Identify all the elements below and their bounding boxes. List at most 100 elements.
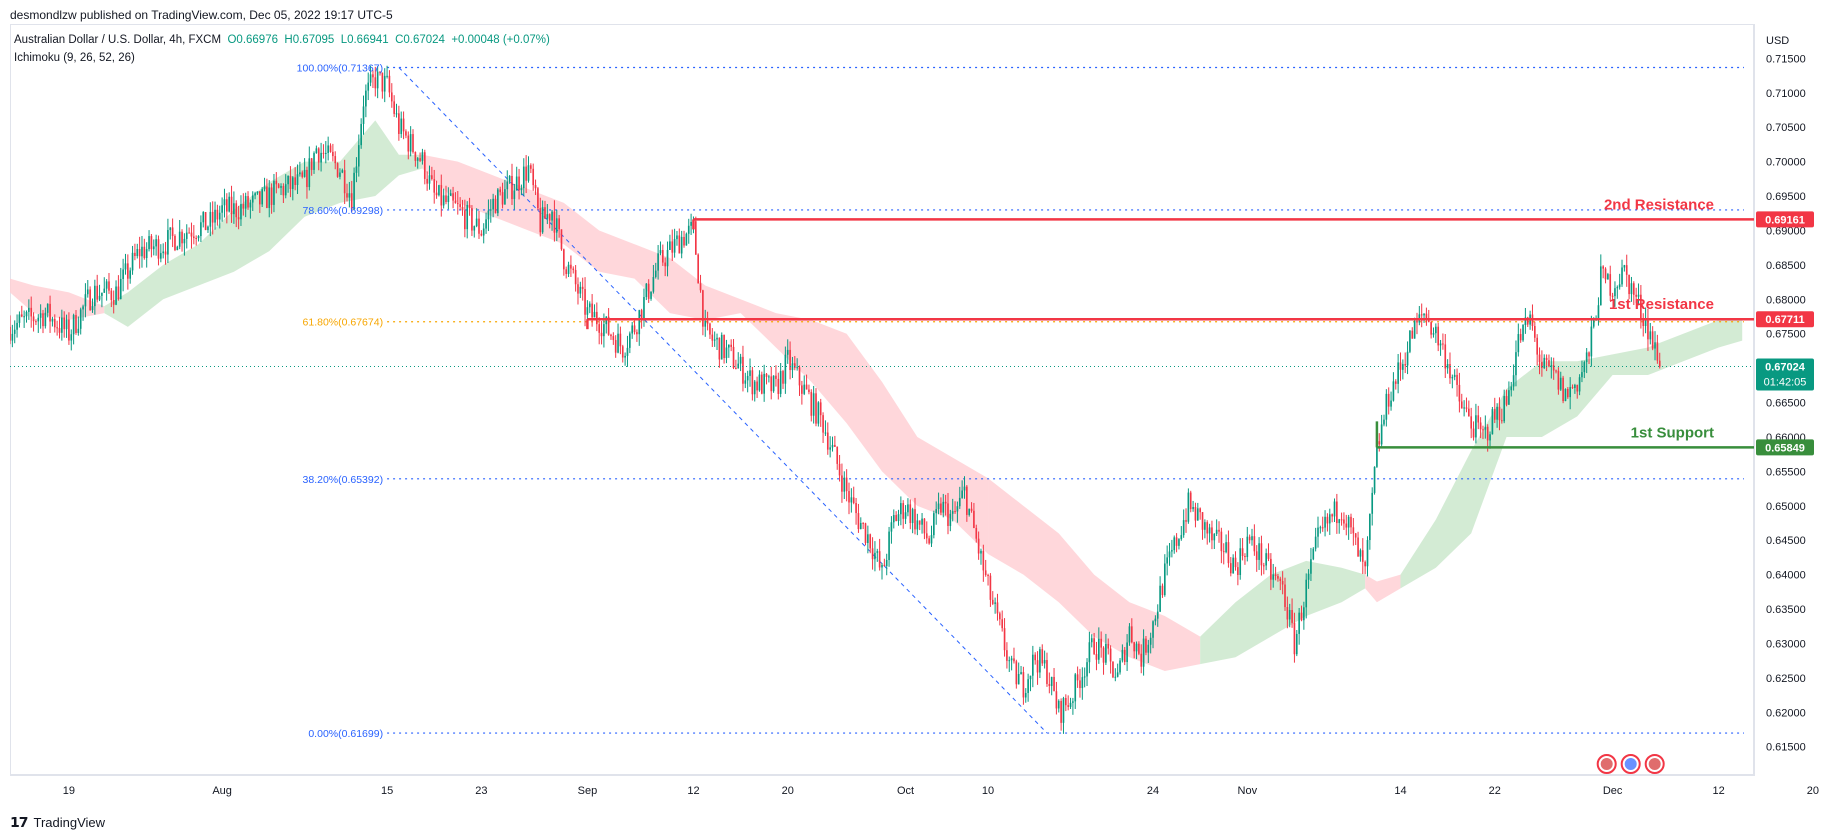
candle-body — [157, 239, 160, 259]
candle-body — [1468, 408, 1470, 417]
candle-body — [94, 285, 96, 307]
candle-body — [617, 333, 619, 353]
candle-body — [1022, 672, 1025, 698]
candle-body — [591, 303, 593, 318]
level-badge-label-0: 0.69161 — [1765, 214, 1805, 226]
candle-body — [1498, 406, 1501, 421]
ohlc-close: C0.67024 — [392, 34, 445, 46]
candle-body — [388, 75, 391, 93]
candle-body — [515, 176, 518, 191]
candle-body — [1430, 322, 1432, 335]
candle-body — [124, 263, 127, 270]
candle-body — [1427, 319, 1430, 323]
candle-body — [1640, 294, 1642, 319]
candle-body — [1083, 676, 1086, 678]
candle-body — [676, 235, 678, 240]
candle-body — [372, 74, 374, 78]
price-axis-separator — [1754, 24, 1755, 776]
candle-body — [1423, 313, 1425, 316]
candle-body — [711, 334, 714, 341]
candle-body — [1163, 563, 1166, 596]
candle-body — [263, 186, 266, 190]
indicator-legend[interactable]: Ichimoku (9, 26, 52, 26) — [14, 52, 135, 64]
candle-body — [801, 385, 803, 394]
candle-body — [1477, 415, 1480, 423]
x-tick-label: 20 — [782, 785, 794, 797]
candle-body — [713, 339, 716, 341]
candle-body — [1060, 700, 1062, 723]
candle-body — [1623, 265, 1626, 268]
candle-body — [1041, 649, 1044, 664]
candle-body — [134, 252, 136, 257]
candle-body — [42, 313, 44, 327]
candle-body — [1253, 536, 1256, 552]
candle-body — [1352, 527, 1355, 534]
candle-body — [46, 303, 49, 313]
candle-body — [362, 106, 365, 124]
candle-body — [414, 152, 417, 161]
candle-body — [1519, 334, 1522, 341]
candle-body — [786, 349, 789, 355]
candle-body — [808, 389, 810, 393]
candle-body — [1522, 325, 1524, 341]
candle-body — [1625, 265, 1628, 275]
y-tick-label: 0.68000 — [1766, 294, 1806, 306]
candle-body — [374, 77, 377, 89]
candle-body — [702, 290, 704, 327]
symbol-name[interactable]: Australian Dollar / U.S. Dollar, 4h, FXC… — [14, 34, 222, 46]
candle-body — [1187, 492, 1190, 522]
candle-body — [506, 181, 509, 190]
candle-body — [1632, 283, 1635, 295]
candle-body — [1656, 342, 1659, 361]
candle-body — [65, 319, 68, 330]
candle-body — [162, 251, 165, 254]
candle-body — [148, 236, 150, 250]
candle-body — [725, 347, 728, 359]
ichimoku-cloud-bull-1 — [104, 120, 423, 327]
candle-body — [888, 531, 890, 561]
candle-body — [751, 370, 754, 395]
candle-body — [1227, 542, 1230, 564]
candle-body — [138, 249, 141, 257]
candle-body — [310, 158, 313, 170]
candle-body — [812, 393, 815, 416]
candle-body — [1116, 672, 1119, 677]
candle-body — [1618, 284, 1621, 288]
candle-body — [624, 355, 626, 358]
candle-body — [301, 172, 304, 177]
candle-body — [777, 378, 780, 394]
candle-body — [303, 169, 306, 177]
candle-body — [848, 491, 850, 503]
candle-body — [1194, 506, 1197, 521]
candle-body — [1564, 388, 1567, 402]
candle-body — [1178, 539, 1180, 546]
level-badge-2 — [1756, 439, 1814, 456]
candle-body — [37, 317, 40, 322]
y-tick-label: 0.69000 — [1766, 225, 1806, 237]
candle-body — [951, 511, 954, 514]
candle-body — [270, 187, 273, 205]
candle-body — [902, 503, 905, 519]
candle-body — [268, 187, 271, 208]
ohlc-open: O0.66976 — [224, 34, 278, 46]
candle-body — [336, 163, 339, 177]
ichimoku-cloud-bull-6 — [1400, 319, 1743, 589]
candle-body — [442, 195, 445, 206]
candle-body — [82, 306, 84, 310]
candle-body — [1357, 537, 1359, 557]
candle-body — [117, 286, 120, 300]
candle-body — [1001, 619, 1004, 629]
candle-body — [249, 202, 252, 208]
candle-body — [907, 504, 909, 513]
candle-body — [143, 246, 146, 259]
candle-body — [1592, 319, 1595, 327]
candle-body — [296, 174, 299, 186]
level-badge-label-1: 0.67711 — [1765, 314, 1804, 326]
candle-body — [603, 324, 605, 337]
candle-body — [1345, 523, 1348, 528]
candle-body — [1647, 319, 1649, 340]
candle-body — [925, 533, 928, 539]
candle-body — [225, 199, 228, 212]
candle-body — [1366, 540, 1369, 567]
